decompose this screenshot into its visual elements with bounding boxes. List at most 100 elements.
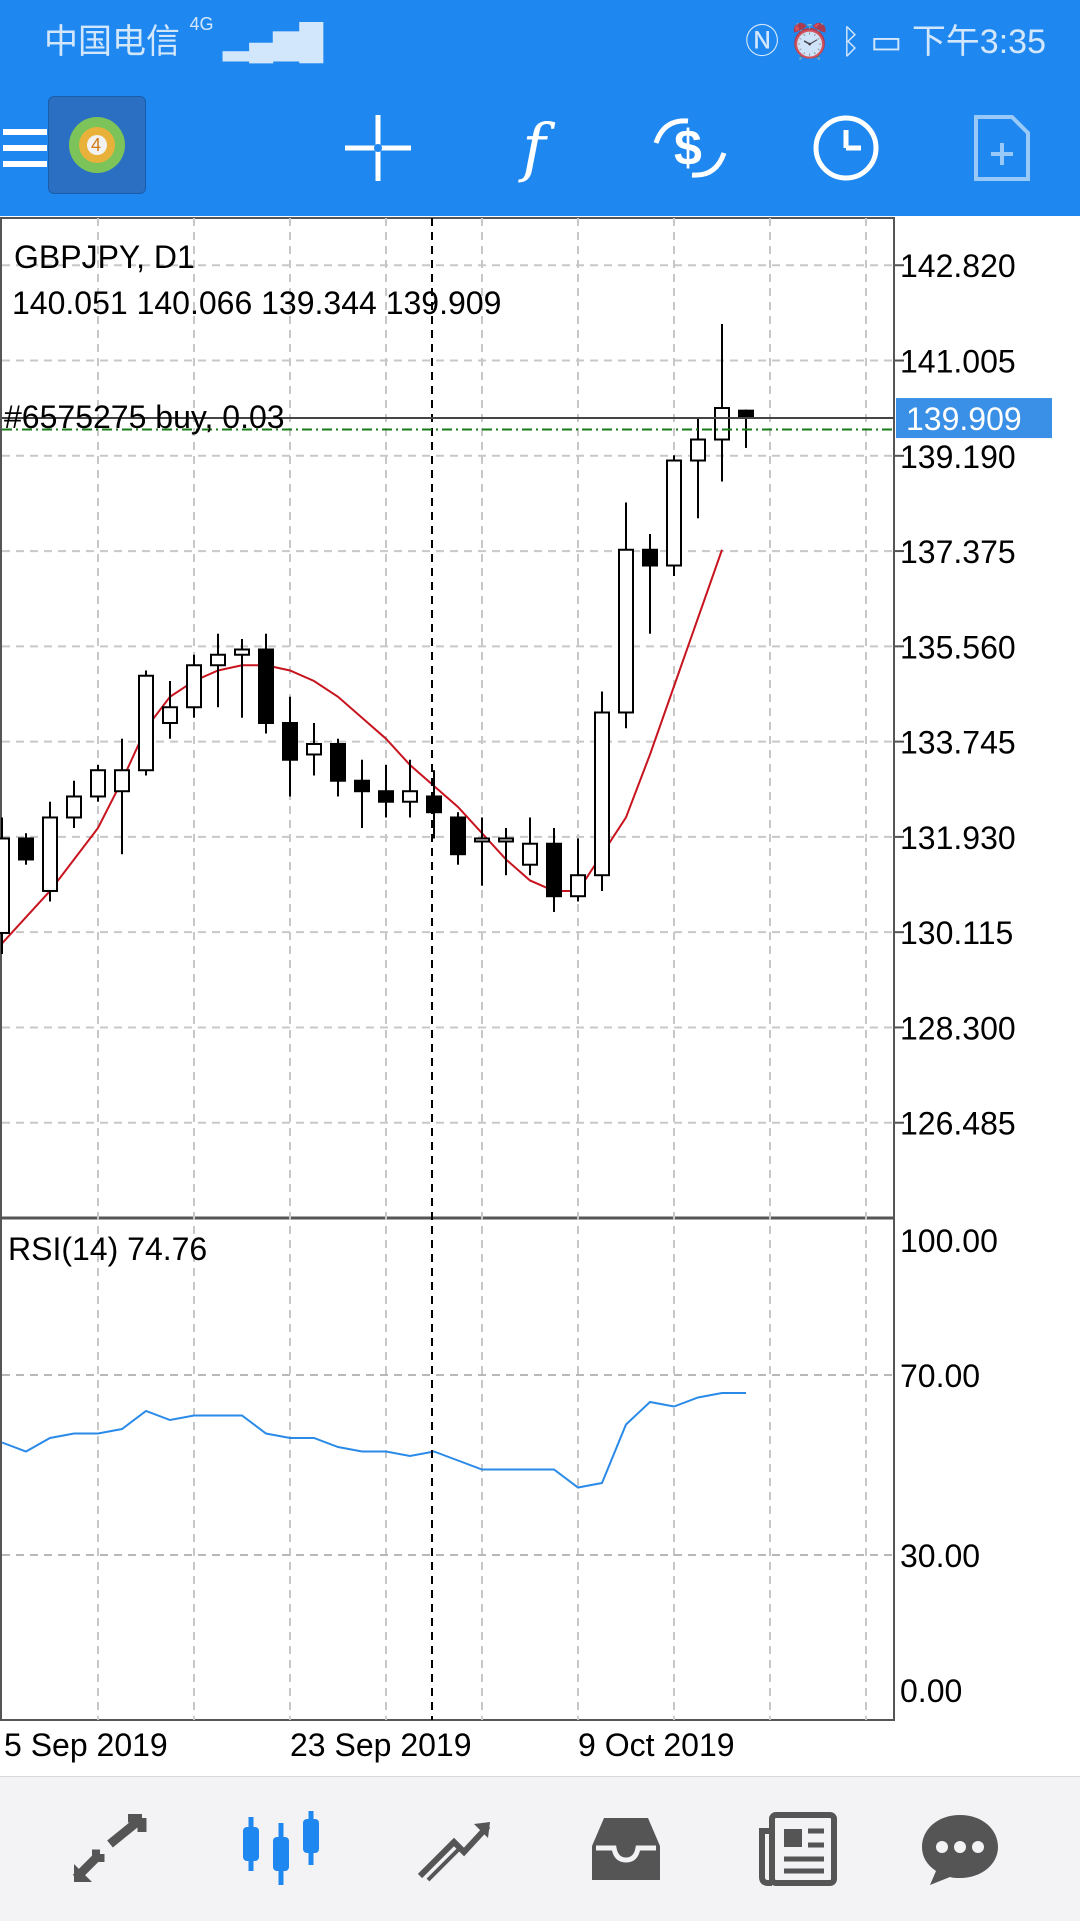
candle (186, 654, 202, 718)
crosshair-icon[interactable] (330, 100, 426, 196)
rsi-tick-label: 70.00 (900, 1358, 980, 1394)
candle (570, 838, 586, 902)
candle (354, 759, 370, 828)
candle-body (498, 837, 514, 843)
candle (42, 801, 58, 902)
candle (474, 817, 490, 886)
status-right: Ⓝ ⏰ ᛒ ▭ 下午3:35 (745, 14, 1046, 63)
date-label: 5 Sep 2019 (4, 1727, 168, 1763)
chart-area[interactable]: 142.820 141.005 139.190 137.375 135.560 133.7… (0, 216, 1080, 1776)
candle (450, 812, 466, 865)
candle (0, 817, 10, 954)
price-tick-label: 135.560 (900, 629, 1016, 665)
chart-canvas[interactable]: 142.820 141.005 139.190 137.375 135.560 133.7… (0, 216, 1080, 1776)
rsi-label: RSI(14) 74.76 (8, 1231, 207, 1267)
candle-body (258, 648, 274, 724)
candle (402, 759, 418, 818)
candle (618, 502, 634, 729)
moving-average-line (1, 549, 723, 945)
candle (690, 418, 706, 519)
bid-price-box (896, 398, 1052, 439)
candle (426, 770, 442, 839)
candle (330, 738, 346, 797)
candle (258, 633, 274, 734)
status-time: 下午3:35 (911, 23, 1046, 61)
candle-body (234, 648, 250, 656)
candle-body (186, 664, 202, 709)
nfc-icon: Ⓝ (745, 23, 780, 61)
candle (594, 691, 610, 891)
candle (642, 534, 658, 634)
menu-icon[interactable] (0, 100, 76, 196)
candle-body (714, 407, 730, 441)
candle-body (354, 779, 370, 793)
candle-body (402, 790, 418, 803)
chart-border (0, 217, 895, 1721)
function-glyph: f (522, 111, 546, 185)
ohlc-values: 140.051 140.066 139.344 139.909 (12, 285, 501, 321)
function-icon[interactable]: f (486, 100, 582, 196)
date-label: 9 Oct 2019 (578, 1727, 735, 1763)
candle-body (138, 674, 154, 772)
price-tick-label: 133.745 (900, 725, 1016, 761)
candle-body (642, 548, 658, 567)
candle-body (474, 837, 490, 843)
svg-text:4: 4 (91, 135, 101, 155)
svg-text:$: $ (674, 120, 702, 176)
bottom-navigation (0, 1776, 1080, 1921)
rsi-tick-label: 0.00 (900, 1673, 962, 1709)
candle (498, 827, 514, 876)
trade-dollar-icon[interactable]: $ (642, 100, 738, 196)
candle-body (18, 837, 34, 861)
candle (306, 722, 322, 776)
chat-icon[interactable] (910, 1801, 1010, 1897)
candle (114, 738, 130, 855)
quotes-icon[interactable] (60, 1801, 160, 1897)
mt4-logo[interactable]: 4 (48, 96, 146, 194)
candle-body (0, 837, 10, 934)
price-tick-label: 131.930 (900, 820, 1016, 856)
candle-body (690, 438, 706, 462)
candle (714, 324, 730, 482)
chart-icon[interactable] (232, 1801, 332, 1897)
clock-icon[interactable] (798, 100, 894, 196)
candle (66, 780, 82, 828)
position-label[interactable]: #6575275 buy, 0.03 (4, 399, 285, 435)
price-tick-label: 142.820 (900, 248, 1016, 284)
price-tick-label: 126.485 (900, 1106, 1016, 1142)
bid-price-label: 139.909 (906, 401, 1022, 437)
candle (210, 633, 226, 708)
candle-body (162, 706, 178, 724)
rsi-line (1, 1392, 746, 1489)
candle-body (330, 742, 346, 782)
rsi-tick-label: 100.00 (900, 1223, 998, 1259)
moving-average-layer (1, 549, 723, 945)
network-label: 4G (189, 14, 214, 34)
candle-body (666, 459, 682, 567)
history-icon[interactable] (576, 1801, 676, 1897)
candle (18, 833, 34, 865)
battery-icon: ▭ (870, 23, 903, 61)
status-bar: 中国电信 4G ▂▄▆█ Ⓝ ⏰ ᛒ ▭ 下午3:35 (0, 0, 1080, 76)
price-tick-label: 141.005 (900, 344, 1016, 380)
candle-body (426, 795, 442, 814)
candle-body (618, 548, 634, 714)
candle-body (450, 816, 466, 856)
candle-body (570, 874, 586, 898)
bluetooth-icon: ᛒ (840, 23, 861, 61)
news-icon[interactable] (748, 1801, 848, 1897)
candle (138, 670, 154, 776)
candle-body (522, 842, 538, 866)
price-tick-label: 137.375 (900, 534, 1016, 570)
candle-body (90, 769, 106, 798)
signal-icon: ▂▄▆█ (222, 23, 324, 61)
axis-labels: 142.820 141.005 139.190 137.375 135.560 133.7… (4, 248, 1016, 1763)
candle-body (738, 409, 754, 420)
candle-body (594, 711, 610, 877)
rsi-layer (1, 1392, 746, 1489)
price-tick-label: 139.190 (900, 439, 1016, 475)
candle-body (42, 816, 58, 892)
new-document-icon[interactable] (954, 100, 1050, 196)
price-tick-label: 128.300 (900, 1010, 1016, 1046)
trade-icon[interactable] (404, 1801, 504, 1897)
